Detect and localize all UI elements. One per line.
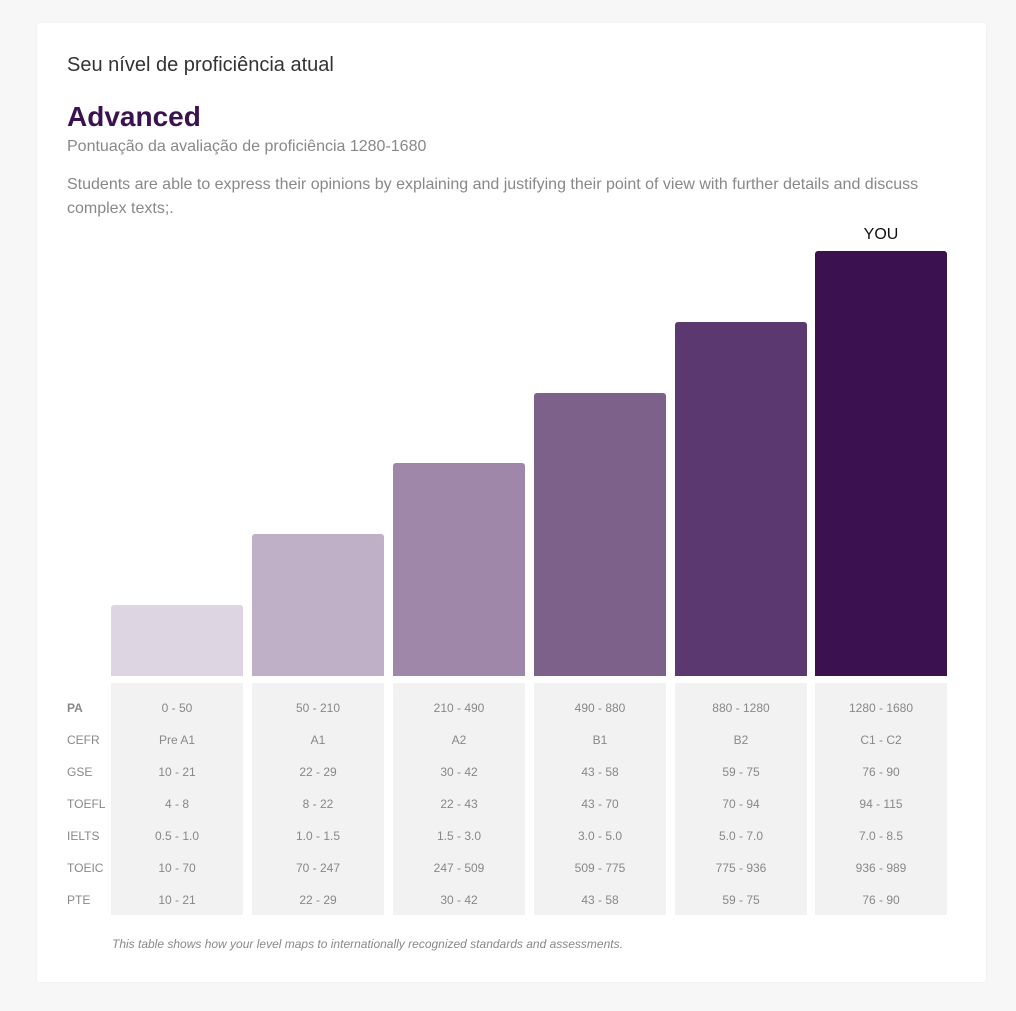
table-cell: C1 - C2 xyxy=(860,733,902,747)
proficiency-card: Seu nível de proficiência atual Advanced… xyxy=(37,23,986,982)
bar-a1 xyxy=(252,534,384,676)
table-cell: 0.5 - 1.0 xyxy=(154,829,200,843)
table-cell: 76 - 90 xyxy=(862,893,900,907)
table-cell: 43 - 58 xyxy=(581,893,619,907)
table-cell: 1.5 - 3.0 xyxy=(436,829,482,843)
table-cell: 775 - 936 xyxy=(715,861,767,875)
row-label-toeic: TOEIC xyxy=(67,861,104,875)
table-cell: 59 - 75 xyxy=(722,765,760,779)
level-description: Students are able to express their opini… xyxy=(67,176,919,217)
you-marker-label: YOU xyxy=(863,226,899,243)
bar-b1 xyxy=(534,393,666,676)
bar-a2 xyxy=(393,463,525,676)
table-cell: 7.0 - 8.5 xyxy=(858,829,904,843)
equivalence-table: PA 0 - 50 50 - 210 210 - 490 490 - 880 880 - … xyxy=(37,683,986,915)
table-cell: Pre A1 xyxy=(158,733,196,747)
row-label-gse: GSE xyxy=(67,765,93,779)
table-cell: 5.0 - 7.0 xyxy=(718,829,764,843)
table-cell: 30 - 42 xyxy=(440,893,478,907)
table-column-bg xyxy=(534,683,666,915)
bar-b2 xyxy=(675,322,807,676)
table-cell: 210 - 490 xyxy=(433,701,485,715)
row-label-pa: PA xyxy=(67,701,83,715)
table-cell: 43 - 70 xyxy=(581,797,619,811)
table-cell: 70 - 247 xyxy=(295,861,341,875)
bar-pre-a1 xyxy=(111,605,243,676)
table-cell: 247 - 509 xyxy=(433,861,485,875)
table-cell: 490 - 880 xyxy=(574,701,626,715)
row-label-pte: PTE xyxy=(67,893,91,907)
table-cell: 8 - 22 xyxy=(302,797,334,811)
page-title: Seu nível de proficiência atual xyxy=(67,54,334,76)
table-cell: 22 - 43 xyxy=(440,797,478,811)
bar-c1-c2 xyxy=(815,251,947,676)
table-cell: 880 - 1280 xyxy=(712,701,770,715)
table-cell: 22 - 29 xyxy=(299,765,337,779)
score-range: Pontuação da avaliação de proficiência 1… xyxy=(67,138,427,155)
table-cell: A1 xyxy=(310,733,326,747)
table-cell: 0 - 50 xyxy=(161,701,193,715)
table-cell: 3.0 - 5.0 xyxy=(577,829,623,843)
table-cell: 936 - 989 xyxy=(855,861,907,875)
table-cell: 509 - 775 xyxy=(574,861,626,875)
row-label-ielts: IELTS xyxy=(67,829,100,843)
table-cell: 10 - 21 xyxy=(158,893,196,907)
table-cell: 10 - 70 xyxy=(158,861,196,875)
table-cell: 22 - 29 xyxy=(299,893,337,907)
table-cell: 4 - 8 xyxy=(164,797,189,811)
table-cell: B2 xyxy=(733,733,749,747)
table-cell: 59 - 75 xyxy=(722,893,760,907)
table-column-bg xyxy=(393,683,525,915)
row-label-toefl: TOEFL xyxy=(67,797,106,811)
table-cell: 1280 - 1680 xyxy=(848,701,914,715)
level-name: Advanced xyxy=(67,101,201,132)
table-cell: 30 - 42 xyxy=(440,765,478,779)
table-cell: 50 - 210 xyxy=(295,701,341,715)
table-cell: B1 xyxy=(592,733,608,747)
table-cell: 1.0 - 1.5 xyxy=(295,829,341,843)
table-footnote: This table shows how your level maps to … xyxy=(112,937,623,951)
table-cell: A2 xyxy=(451,733,467,747)
row-label-cefr: CEFR xyxy=(67,733,100,747)
table-column-bg xyxy=(111,683,243,915)
table-column-bg xyxy=(675,683,807,915)
table-cell: 43 - 58 xyxy=(581,765,619,779)
table-cell: 94 - 115 xyxy=(859,797,903,811)
table-cell: 76 - 90 xyxy=(862,765,900,779)
table-cell: 10 - 21 xyxy=(158,765,196,779)
proficiency-bar-chart: YOU xyxy=(37,218,986,678)
table-column-bg xyxy=(252,683,384,915)
table-column-bg xyxy=(815,683,947,915)
table-cell: 70 - 94 xyxy=(722,797,760,811)
